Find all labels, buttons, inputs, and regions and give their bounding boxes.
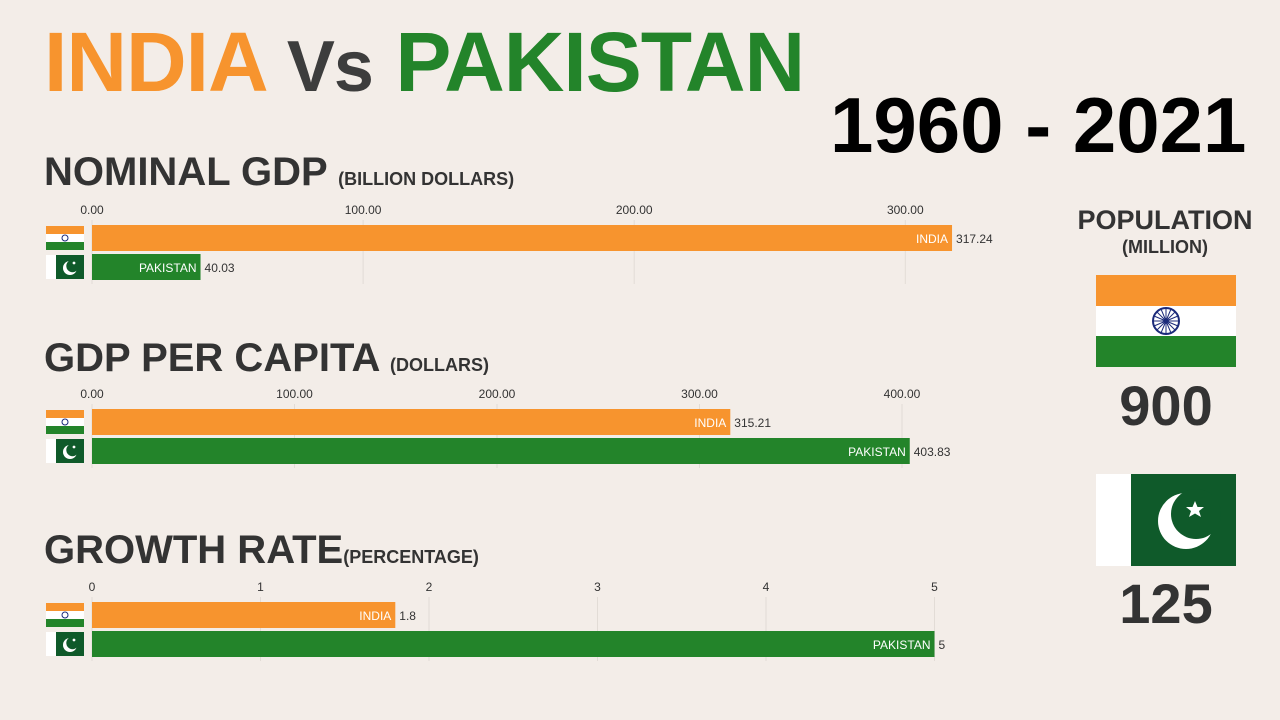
tick-label: 0 — [89, 580, 96, 594]
pakistan-population-value: 125 — [1119, 572, 1213, 635]
nominal-gdp-title: NOMINAL GDP — [44, 150, 327, 194]
pakistan-small-flag-icon — [46, 255, 84, 279]
nominal-gdp-unit: (BILLION DOLLARS) — [338, 169, 515, 189]
tick-label: 0.00 — [80, 203, 104, 217]
bar-india — [92, 602, 396, 628]
bar-pakistan — [92, 631, 935, 657]
bar-label-pakistan: PAKISTAN — [848, 445, 906, 459]
chart-gdp-per-capita-svg: 0.00 100.00 200.00 300.00 400.00 INDIA 315.21 P… — [46, 387, 951, 468]
tick-label: 0.00 — [80, 387, 104, 401]
tick-label: 200.00 — [616, 203, 653, 217]
chart-nominal-gdp-svg: 0.00 100.00 200.00 300.00 INDIA 317.24 PAKISTA… — [46, 203, 993, 284]
tick-label: 1 — [257, 580, 264, 594]
pakistan-flag-icon — [1096, 474, 1236, 566]
section-title-growth-rate: GROWTH RATE(PERCENTAGE) — [44, 528, 479, 579]
bar-label-pakistan: PAKISTAN — [873, 638, 931, 652]
bar-label-india: INDIA — [359, 609, 391, 623]
bar-pakistan — [92, 438, 910, 464]
tick-label: 300.00 — [887, 203, 924, 217]
title-india: INDIA — [44, 15, 266, 109]
india-small-flag-icon — [46, 226, 84, 250]
value-label-pakistan: 40.03 — [205, 261, 235, 275]
main-title: INDIA Vs PAKISTAN — [44, 14, 805, 115]
population-label: POPULATION — [1077, 205, 1253, 235]
value-label-india: 1.8 — [399, 609, 416, 623]
tick-label: 4 — [763, 580, 770, 594]
tick-label: 2 — [426, 580, 433, 594]
chart-growth-rate-svg: 0 1 2 3 4 5 INDIA 1.8 PAKISTAN 5 — [46, 580, 946, 661]
tick-label: 300.00 — [681, 387, 718, 401]
bar-india — [92, 225, 953, 251]
bar-india — [92, 409, 731, 435]
bar-label-india: INDIA — [694, 416, 726, 430]
growth-rate-unit: (PERCENTAGE) — [343, 547, 479, 567]
india-small-flag-icon — [46, 410, 84, 434]
value-label-india: 317.24 — [956, 232, 993, 246]
value-label-india: 315.21 — [734, 416, 771, 430]
bar-label-india: INDIA — [916, 232, 948, 246]
tick-label: 5 — [931, 580, 938, 594]
population-title: POPULATION (MILLION) — [1060, 204, 1270, 258]
tick-label: 100.00 — [276, 387, 313, 401]
bar-pakistan — [92, 254, 201, 280]
india-flag-icon — [1096, 275, 1236, 367]
pakistan-small-flag-icon — [46, 439, 84, 463]
gdp-per-capita-unit: (DOLLARS) — [390, 355, 489, 375]
population-unit: (MILLION) — [1122, 237, 1208, 257]
tick-label: 400.00 — [884, 387, 921, 401]
tick-label: 3 — [594, 580, 601, 594]
india-small-flag-icon — [46, 603, 84, 627]
title-vs: Vs — [286, 27, 374, 107]
section-title-nominal-gdp: NOMINAL GDP (BILLION DOLLARS) — [44, 150, 514, 201]
chart-nominal-gdp: 0.00 100.00 200.00 300.00 INDIA 317.24 PAKISTA… — [44, 198, 1004, 284]
value-label-pakistan: 5 — [939, 638, 946, 652]
title-pakistan: PAKISTAN — [395, 15, 805, 109]
tick-label: 100.00 — [345, 203, 382, 217]
section-title-gdp-per-capita: GDP PER CAPITA (DOLLARS) — [44, 336, 489, 387]
india-population-value: 900 — [1119, 374, 1213, 437]
growth-rate-title: GROWTH RATE — [44, 528, 344, 572]
bar-label-pakistan: PAKISTAN — [139, 261, 197, 275]
gdp-per-capita-title: GDP PER CAPITA — [44, 336, 379, 380]
tick-label: 200.00 — [479, 387, 516, 401]
value-label-pakistan: 403.83 — [914, 445, 951, 459]
chart-gdp-per-capita: 0.00 100.00 200.00 300.00 400.00 INDIA 315.21 P… — [44, 382, 1004, 468]
year-range: 1960 - 2021 — [830, 81, 1247, 169]
chart-growth-rate: 0 1 2 3 4 5 INDIA 1.8 PAKISTAN 5 — [44, 575, 1004, 661]
pakistan-small-flag-icon — [46, 632, 84, 656]
